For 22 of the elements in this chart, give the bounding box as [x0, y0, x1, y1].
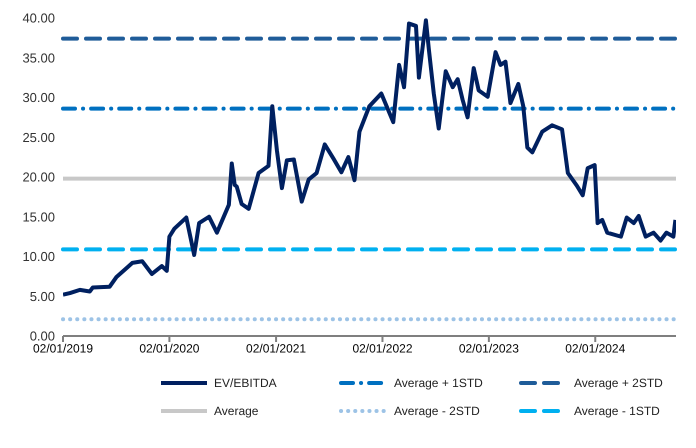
y-tick-label: 25.00	[22, 130, 55, 145]
x-tick-label: 02/01/2021	[246, 342, 306, 356]
x-tick-label: 02/01/2020	[139, 342, 200, 356]
y-tick-label: 30.00	[22, 90, 55, 106]
legend-label: Average	[214, 404, 258, 418]
x-tick-label: 02/01/2022	[352, 342, 413, 356]
y-tick-label: 0.00	[30, 328, 55, 344]
legend-label: Average + 2STD	[574, 376, 663, 390]
y-tick-label: 20.00	[22, 170, 55, 185]
y-tick-label: 5.00	[30, 288, 55, 304]
x-tick-label: 02/01/2019	[32, 342, 94, 356]
legend-label: Average + 1STD	[394, 376, 483, 390]
y-tick-label: 35.00	[22, 50, 55, 66]
y-tick-label: 40.00	[22, 10, 55, 26]
legend-label: Average - 1STD	[574, 404, 660, 418]
legend-label: EV/EBITDA	[214, 376, 277, 390]
x-tick-label: 02/01/2023	[458, 342, 520, 356]
y-tick-label: 10.00	[22, 249, 55, 264]
line-series	[63, 18, 676, 297]
legend-label: Average - 2STD	[394, 404, 480, 418]
y-tick-label: 15.00	[22, 209, 55, 224]
x-tick-label: 02/01/2024	[565, 342, 626, 356]
